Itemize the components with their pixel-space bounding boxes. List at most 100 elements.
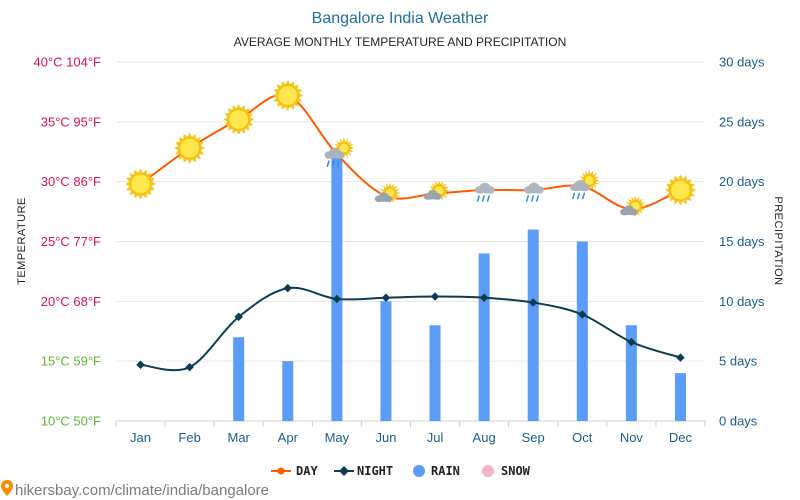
sun-icon — [174, 132, 206, 164]
month-tick-label: Aug — [473, 430, 496, 445]
legend-rain-label: RAIN — [431, 464, 460, 478]
night-point[interactable] — [479, 293, 489, 302]
location-pin-dot — [4, 483, 10, 489]
sun-disc — [228, 108, 250, 130]
month-tick-label: Apr — [278, 430, 299, 445]
legend-item-rain[interactable]: RAIN — [413, 464, 460, 478]
sun-disc — [179, 137, 201, 159]
rain-bar[interactable] — [380, 301, 392, 421]
month-tick-label: Sep — [522, 430, 545, 445]
night-point[interactable] — [136, 360, 145, 369]
cloud-base — [570, 186, 589, 191]
precipitation-tick-label: 5 days — [719, 354, 758, 369]
cloud-base — [620, 211, 637, 215]
rain-drop — [476, 195, 480, 202]
legend-snow-label: SNOW — [501, 464, 531, 478]
rain-bar[interactable] — [282, 361, 294, 421]
chart-subtitle: AVERAGE MONTHLY TEMPERATURE AND PRECIPIT… — [234, 35, 567, 49]
sun-disc — [277, 85, 299, 107]
legend: DAY NIGHT RAIN SNOW — [271, 464, 531, 478]
precipitation-tick-label: 25 days — [719, 114, 765, 129]
watermark-text: hikersbay.com/climate/india/bangalore — [15, 482, 269, 499]
cloud-sun-icon — [423, 180, 450, 202]
night-point[interactable] — [381, 293, 391, 302]
cloud-sun-icon — [620, 195, 646, 217]
precipitation-tick-label: 0 days — [719, 414, 758, 429]
rain-bars — [233, 157, 686, 422]
rain-bar[interactable] — [429, 325, 441, 421]
weather-icons — [125, 80, 696, 217]
month-tick-label: Nov — [620, 430, 644, 445]
rain-bar[interactable] — [331, 157, 343, 421]
legend-item-day[interactable]: DAY — [271, 464, 318, 478]
day-temperature-line — [139, 93, 681, 211]
night-temperature-line — [140, 286, 681, 372]
precipitation-tick-label: 15 days — [719, 234, 765, 249]
chart-title: Bangalore India Weather — [312, 10, 489, 27]
temperature-tick-label: 35°C 95°F — [41, 114, 101, 129]
temperature-tick-label: 10°C 50°F — [41, 414, 101, 429]
legend-item-snow[interactable]: SNOW — [482, 464, 531, 478]
temperature-tick-label: 25°C 77°F — [41, 234, 101, 249]
rain-drop — [576, 192, 581, 200]
cloud-base — [325, 154, 344, 159]
rain-bar[interactable] — [527, 229, 539, 421]
night-point[interactable] — [627, 337, 636, 347]
rain-bar[interactable] — [233, 337, 245, 421]
rain-cloud-icon — [523, 182, 544, 202]
rain-drop — [581, 192, 586, 200]
night-point[interactable] — [234, 312, 243, 322]
rain-bar[interactable] — [625, 325, 637, 421]
rain-bar[interactable] — [674, 373, 686, 421]
night-point[interactable] — [430, 292, 440, 301]
night-point[interactable] — [528, 298, 538, 307]
rain-drop — [525, 195, 530, 202]
sun-icon — [223, 103, 255, 135]
temperature-lines — [136, 93, 685, 372]
precipitation-tick-label: 20 days — [719, 174, 765, 189]
night-point[interactable] — [332, 294, 342, 304]
month-tick-label: Oct — [572, 430, 593, 445]
rain-drop — [326, 160, 330, 167]
watermark[interactable]: hikersbay.com/climate/india/bangalore — [1, 480, 269, 499]
rain-drop — [535, 195, 540, 202]
temperature-tick-label: 40°C 104°F — [34, 55, 102, 70]
legend-night-label: NIGHT — [357, 464, 393, 478]
temperature-tick-label: 30°C 86°F — [41, 174, 101, 189]
rain-bar[interactable] — [576, 241, 588, 422]
legend-night-marker — [339, 466, 349, 476]
rain-drop — [481, 195, 485, 202]
rain-cloud-sun-icon — [324, 137, 355, 167]
rain-bar[interactable] — [478, 253, 490, 421]
cloud-base — [375, 198, 392, 202]
cloud-base — [524, 189, 543, 194]
rain-drop — [331, 160, 335, 167]
legend-rain-marker — [413, 465, 425, 477]
legend-item-night[interactable]: NIGHT — [334, 464, 393, 478]
rain-drop — [571, 192, 576, 200]
month-tick-label: Feb — [178, 430, 200, 445]
temperature-axis-title: TEMPERATURE — [16, 197, 28, 285]
month-tick-label: May — [325, 430, 350, 445]
grid-lines — [116, 61, 705, 422]
legend-snow-marker — [482, 465, 494, 477]
cloud-base — [424, 195, 441, 200]
temperature-tick-label: 15°C 59°F — [41, 354, 101, 369]
night-point[interactable] — [185, 362, 194, 372]
rain-drop — [336, 160, 340, 167]
rain-cloud-icon — [474, 182, 495, 202]
month-tick-label: Jul — [427, 430, 444, 445]
temperature-tick-label: 20°C 68°F — [41, 294, 101, 309]
rain-cloud-sun-icon — [569, 169, 600, 200]
sun-disc — [130, 173, 152, 195]
month-tick-label: Mar — [228, 430, 251, 445]
night-point[interactable] — [283, 283, 293, 293]
precipitation-tick-label: 10 days — [719, 294, 765, 309]
night-point[interactable] — [676, 353, 685, 362]
precipitation-axis-title: PRECIPITATION — [772, 196, 784, 285]
night-point[interactable] — [578, 310, 587, 319]
sun-icon — [664, 174, 696, 206]
sun-icon — [272, 80, 304, 112]
cloud-sun-icon — [374, 182, 401, 204]
